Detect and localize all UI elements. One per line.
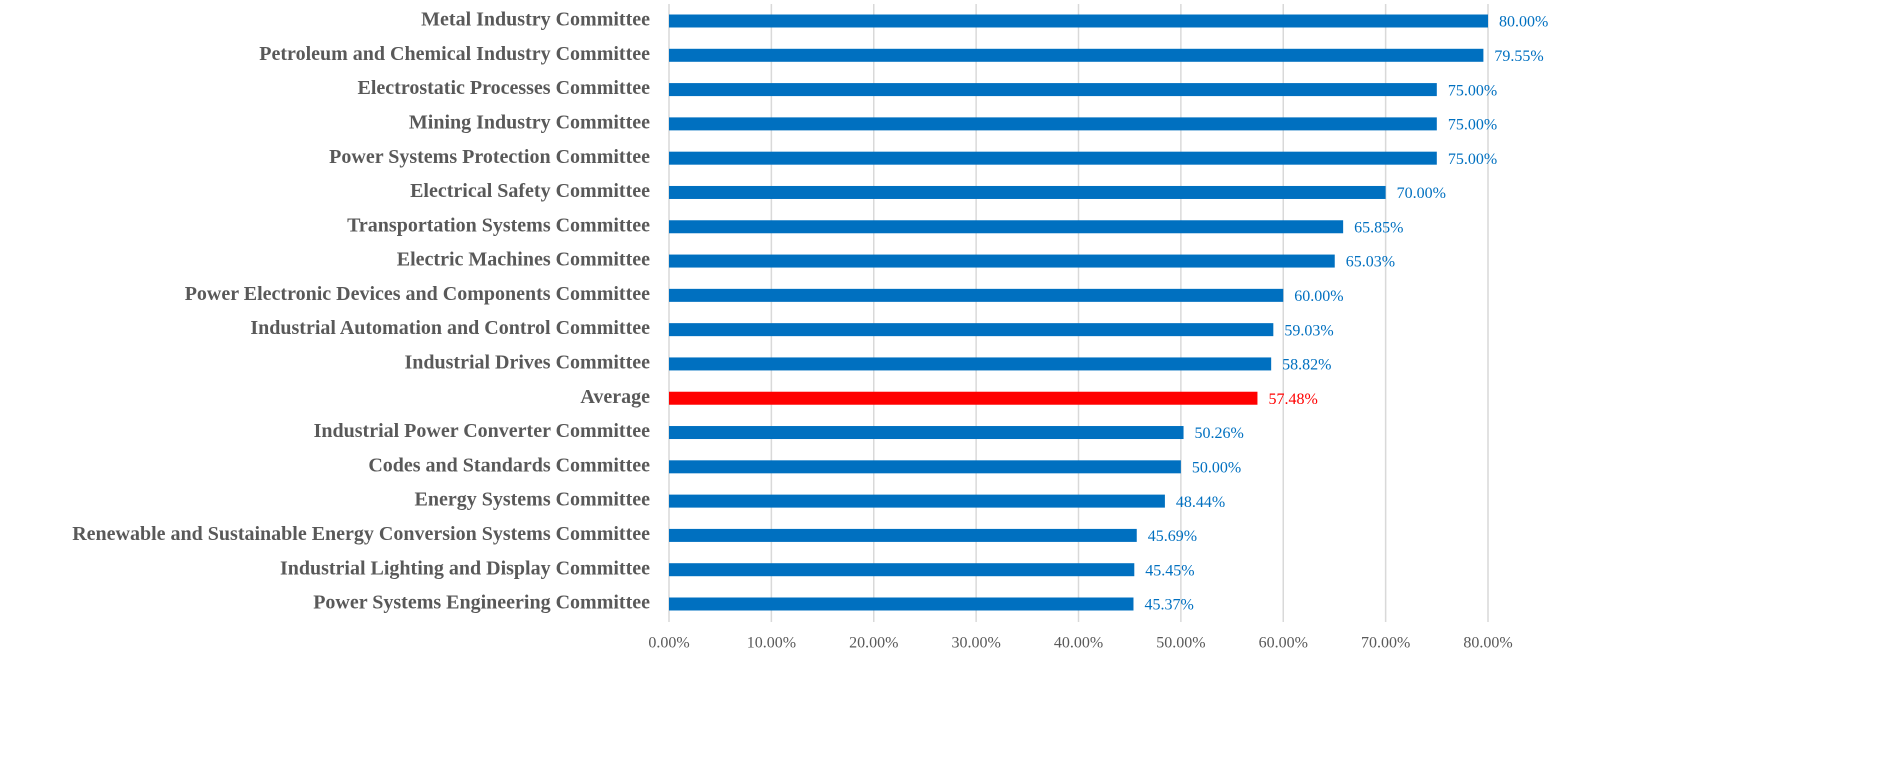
bar	[669, 323, 1274, 337]
x-tick-label: 80.00%	[1463, 635, 1512, 652]
bar	[669, 426, 1184, 440]
value-label: 65.85%	[1354, 219, 1403, 236]
bar	[669, 391, 1258, 405]
bar	[669, 185, 1386, 199]
category-label: Electrical Safety Committee	[410, 180, 650, 202]
category-label: Petroleum and Chemical Industry Committe…	[259, 43, 650, 65]
category-label: Codes and Standards Committee	[368, 454, 650, 476]
value-label: 48.44%	[1176, 494, 1225, 511]
category-label: Industrial Power Converter Committee	[314, 420, 651, 442]
bar	[669, 83, 1437, 97]
value-label: 65.03%	[1346, 254, 1395, 271]
value-label: 58.82%	[1282, 357, 1331, 374]
bar	[669, 220, 1344, 234]
bar	[669, 528, 1137, 542]
value-label: 45.69%	[1148, 528, 1197, 545]
value-label: 75.00%	[1448, 151, 1497, 168]
category-label: Metal Industry Committee	[421, 9, 650, 31]
category-label: Energy Systems Committee	[415, 489, 651, 511]
bar	[669, 151, 1437, 165]
bar	[669, 288, 1284, 302]
category-label: Industrial Automation and Control Commit…	[250, 317, 650, 339]
bar	[669, 14, 1488, 28]
category-label: Average	[580, 386, 650, 408]
category-label: Power Systems Protection Committee	[329, 146, 650, 168]
category-label: Power Electronic Devices and Components …	[185, 283, 650, 305]
value-label: 50.26%	[1195, 425, 1244, 442]
value-label: 75.00%	[1448, 82, 1497, 99]
bar	[669, 460, 1181, 474]
bar	[669, 117, 1437, 131]
value-label: 60.00%	[1294, 288, 1343, 305]
category-label: Renewable and Sustainable Energy Convers…	[72, 523, 650, 545]
x-tick-label: 70.00%	[1361, 635, 1410, 652]
x-tick-label: 50.00%	[1156, 635, 1205, 652]
x-tick-label: 30.00%	[951, 635, 1000, 652]
value-label: 45.45%	[1145, 562, 1194, 579]
category-label: Electrostatic Processes Committee	[358, 77, 651, 99]
x-tick-label: 20.00%	[849, 635, 898, 652]
x-tick-label: 60.00%	[1259, 635, 1308, 652]
value-label: 75.00%	[1448, 117, 1497, 134]
bar	[669, 597, 1134, 611]
category-label: Power Systems Engineering Committee	[313, 592, 650, 614]
x-tick-label: 40.00%	[1054, 635, 1103, 652]
bar	[669, 254, 1335, 268]
category-label: Electric Machines Committee	[397, 249, 650, 271]
category-label: Industrial Drives Committee	[404, 352, 650, 374]
value-label: 79.55%	[1494, 48, 1543, 65]
x-tick-label: 10.00%	[747, 635, 796, 652]
bar	[669, 357, 1272, 371]
category-label: Transportation Systems Committee	[347, 214, 650, 236]
value-label: 45.37%	[1144, 597, 1193, 614]
value-label: 80.00%	[1499, 14, 1548, 31]
bar	[669, 494, 1165, 508]
x-tick-label: 0.00%	[648, 635, 689, 652]
category-label: Mining Industry Committee	[409, 111, 650, 133]
value-label: 59.03%	[1284, 322, 1333, 339]
value-label: 57.48%	[1268, 391, 1317, 408]
category-label: Industrial Lighting and Display Committe…	[280, 557, 650, 579]
bar	[669, 563, 1135, 577]
value-label: 70.00%	[1397, 185, 1446, 202]
bar	[669, 48, 1484, 62]
value-label: 50.00%	[1192, 459, 1241, 476]
